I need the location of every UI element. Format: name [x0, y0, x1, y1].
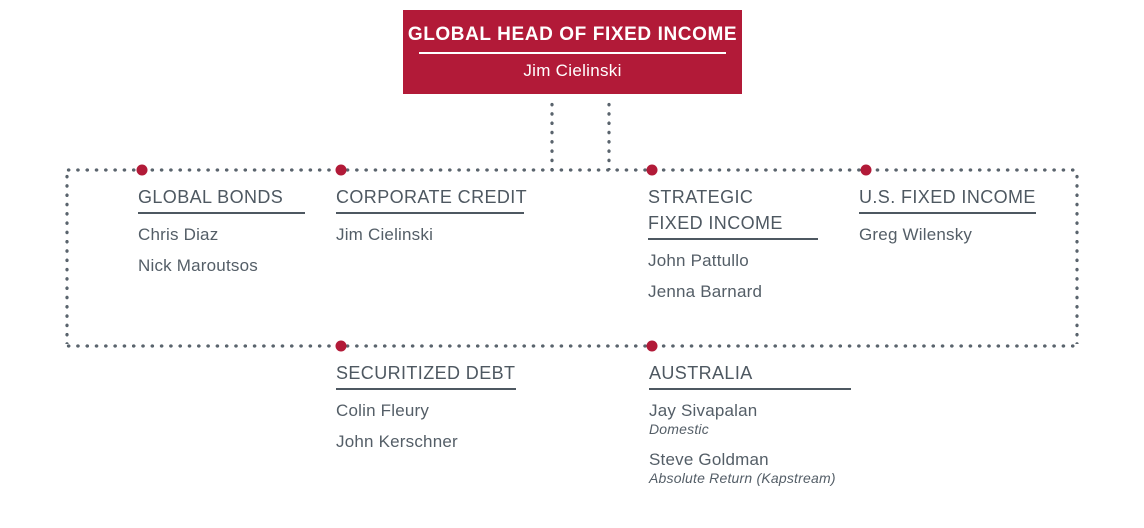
group-title: STRATEGIC FIXED INCOME	[648, 187, 783, 233]
member-role: Absolute Return (Kapstream)	[649, 470, 836, 486]
group-underline	[138, 212, 305, 214]
group-underline	[649, 388, 851, 390]
group-member: Chris Diaz	[138, 225, 305, 245]
org-group-strategic-fixed-income: STRATEGIC FIXED INCOME John Pattullo Jen…	[648, 184, 818, 302]
group-member: Steve Goldman Absolute Return (Kapstream…	[649, 450, 851, 487]
connector-tier1-horizontal	[64, 168, 1080, 172]
group-title: U.S. FIXED INCOME	[859, 187, 1036, 207]
member-name: John Kerschner	[336, 432, 458, 451]
root-box-divider	[419, 52, 726, 54]
member-name: Jim Cielinski	[336, 225, 434, 244]
connector-tier2-horizontal	[64, 344, 1080, 348]
group-underline	[336, 212, 524, 214]
group-member: Jim Cielinski	[336, 225, 527, 245]
org-group-corporate-credit: CORPORATE CREDIT Jim Cielinski	[336, 184, 527, 245]
junction-dot-global-bonds	[136, 164, 148, 176]
group-member: John Pattullo	[648, 251, 818, 271]
root-box-global-head: GLOBAL HEAD OF FIXED INCOME Jim Cielinsk…	[403, 10, 742, 94]
member-name: Nick Maroutsos	[138, 256, 258, 275]
junction-dot-corporate-credit	[335, 164, 347, 176]
group-member: John Kerschner	[336, 432, 516, 452]
member-name: Greg Wilensky	[859, 225, 973, 244]
org-group-us-fixed-income: U.S. FIXED INCOME Greg Wilensky	[859, 184, 1036, 245]
member-name: Colin Fleury	[336, 401, 430, 420]
group-member: Colin Fleury	[336, 401, 516, 421]
org-group-australia: AUSTRALIA Jay Sivapalan Domestic Steve G…	[649, 360, 851, 487]
member-name: Steve Goldman	[649, 450, 769, 469]
connector-root-right	[607, 100, 611, 170]
group-member: Nick Maroutsos	[138, 256, 305, 276]
member-name: Chris Diaz	[138, 225, 219, 244]
group-underline	[859, 212, 1036, 214]
member-role: Domestic	[649, 421, 709, 437]
member-name: John Pattullo	[648, 251, 749, 270]
group-title: GLOBAL BONDS	[138, 187, 284, 207]
member-name: Jenna Barnard	[648, 282, 763, 301]
root-box-name: Jim Cielinski	[523, 61, 622, 80]
connector-right-vertical	[1075, 172, 1079, 344]
junction-dot-australia	[646, 340, 658, 352]
group-title: AUSTRALIA	[649, 363, 753, 383]
group-title: CORPORATE CREDIT	[336, 187, 528, 207]
junction-dot-securitized-debt	[335, 340, 347, 352]
org-group-global-bonds: GLOBAL BONDS Chris Diaz Nick Maroutsos	[138, 184, 305, 276]
root-box-title: GLOBAL HEAD OF FIXED INCOME	[407, 24, 738, 45]
junction-dot-us-fixed-income	[860, 164, 872, 176]
junction-dot-strategic-fixed-income	[646, 164, 658, 176]
group-underline	[336, 388, 516, 390]
group-member: Greg Wilensky	[859, 225, 1036, 245]
group-underline	[648, 238, 818, 240]
group-member: Jay Sivapalan Domestic	[649, 401, 851, 438]
connector-left-vertical	[65, 172, 69, 344]
org-group-securitized-debt: SECURITIZED DEBT Colin Fleury John Kersc…	[336, 360, 516, 452]
group-member: Jenna Barnard	[648, 282, 818, 302]
member-name: Jay Sivapalan	[649, 401, 758, 420]
group-title: SECURITIZED DEBT	[336, 363, 516, 383]
connector-root-left	[550, 100, 554, 170]
